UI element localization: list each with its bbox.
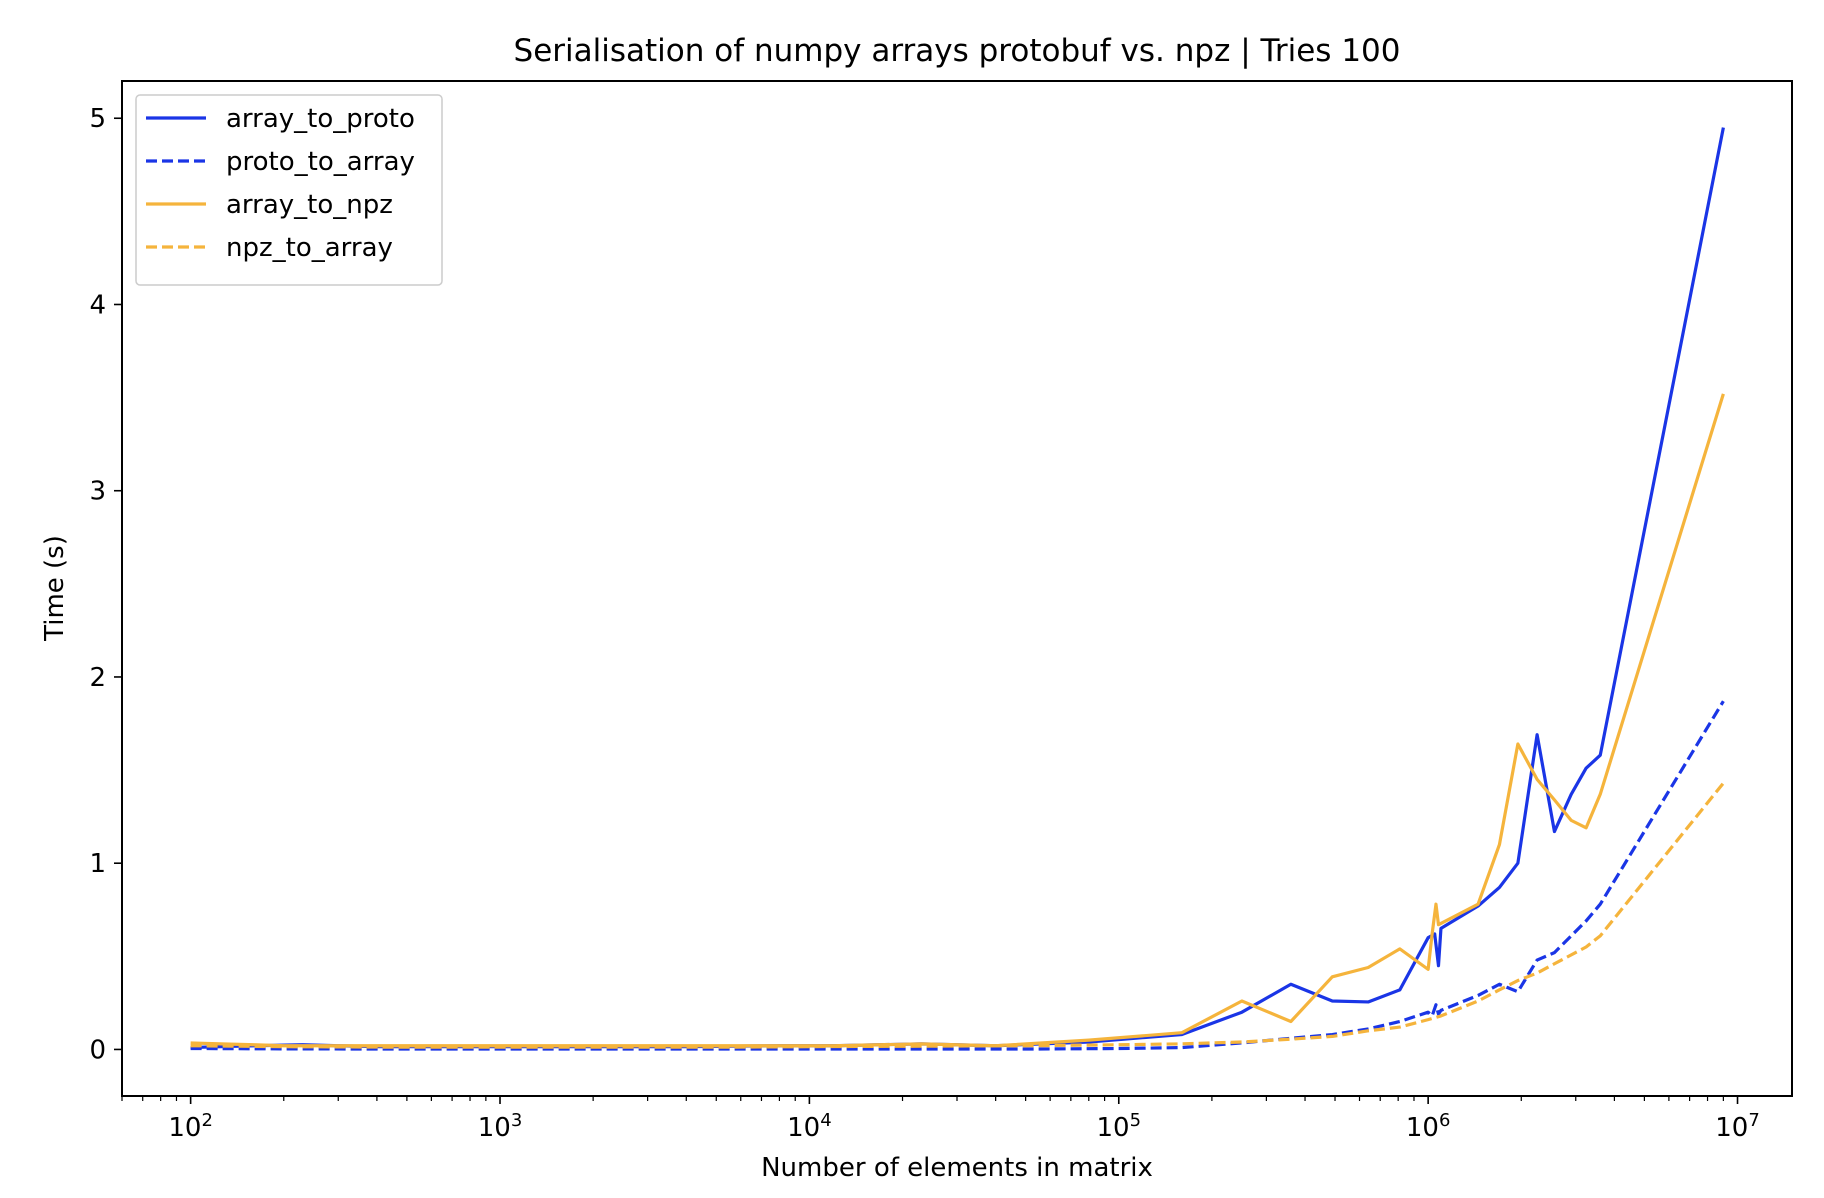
x-tick-label: 105: [1096, 1110, 1141, 1143]
y-tick-label: 1: [89, 849, 106, 879]
legend-box: [135, 94, 443, 286]
x-axis-label: Number of elements in matrix: [761, 1153, 1153, 1183]
x-tick-label: 107: [1715, 1110, 1760, 1143]
legend-label-array-to-proto: array_to_proto: [226, 104, 415, 134]
x-tick-label: 103: [478, 1110, 523, 1143]
legend: array_to_proto proto_to_array array_to_npz…: [135, 94, 443, 286]
legend-label-npz-to-array: npz_to_array: [226, 233, 393, 263]
legend-label-array-to-npz: array_to_npz: [226, 190, 393, 220]
series-line-proto-to-array: [190, 700, 1725, 1051]
x-tick-label: 104: [787, 1110, 832, 1143]
x-tick-label: 102: [168, 1110, 213, 1143]
y-axis: 0 1 2 3 4 5: [89, 104, 122, 1065]
y-tick-label: 3: [89, 477, 106, 507]
chart-title: Serialisation of numpy arrays protobuf v…: [514, 33, 1401, 69]
y-tick-label: 5: [89, 104, 106, 134]
legend-label-proto-to-array: proto_to_array: [226, 147, 415, 177]
y-axis-label: Time (s): [40, 535, 70, 642]
y-tick-label: 2: [89, 663, 106, 693]
x-axis: 102 103 104 105 106 107: [121, 1096, 1760, 1143]
x-tick-label: 106: [1406, 1110, 1451, 1143]
series-line-npz-to-array: [190, 782, 1725, 1049]
y-tick-label: 4: [89, 290, 106, 320]
y-tick-label: 0: [89, 1035, 106, 1065]
